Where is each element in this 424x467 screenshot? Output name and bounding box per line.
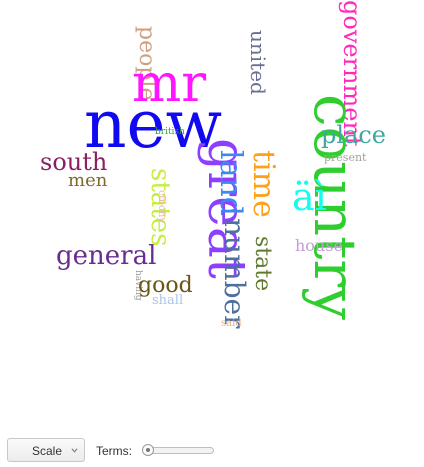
word-british[interactable]: british [155, 127, 185, 137]
word-good[interactable]: good [138, 273, 193, 298]
word-new[interactable]: new [84, 86, 223, 163]
word-number[interactable]: number [218, 218, 251, 329]
word-present[interactable]: present [324, 151, 367, 164]
word-said[interactable]: said [221, 318, 242, 329]
word-men[interactable]: men [68, 170, 108, 191]
scale-dropdown-label: Scale [32, 444, 63, 458]
word-place[interactable]: place [321, 121, 386, 149]
scale-dropdown[interactable]: Scale [7, 438, 85, 462]
word-mr[interactable]: mr [132, 54, 207, 114]
word-state[interactable]: state [250, 236, 275, 292]
word-cloud: government united people mr new country place p… [40, 0, 386, 329]
terms-label: Terms: [96, 444, 132, 458]
toolbar: Scale Terms: [0, 436, 424, 464]
terms-slider-thumb[interactable] [142, 444, 154, 456]
word-general[interactable]: general [56, 241, 157, 271]
word-time[interactable]: time [246, 150, 281, 218]
terms-slider[interactable] [142, 444, 216, 456]
word-house[interactable]: house [295, 236, 343, 255]
word-colony[interactable]: colony [156, 190, 167, 223]
terms-slider-track [146, 447, 214, 454]
word--[interactable]: äì [292, 175, 327, 219]
chevron-down-icon [71, 448, 78, 453]
word-south[interactable]: south [40, 148, 108, 176]
word-united[interactable]: united [246, 30, 270, 95]
word-land[interactable]: land [213, 150, 248, 217]
word-shall[interactable]: shall [152, 293, 184, 308]
